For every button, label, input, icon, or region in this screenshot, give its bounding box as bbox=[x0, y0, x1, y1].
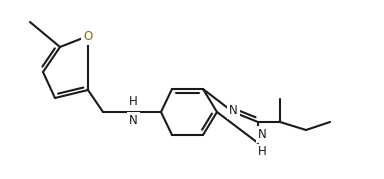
Text: H: H bbox=[258, 145, 267, 158]
Text: H: H bbox=[129, 95, 137, 108]
Text: N: N bbox=[129, 114, 137, 127]
Text: N: N bbox=[258, 128, 267, 141]
Text: O: O bbox=[83, 30, 93, 42]
Text: N: N bbox=[228, 103, 237, 117]
